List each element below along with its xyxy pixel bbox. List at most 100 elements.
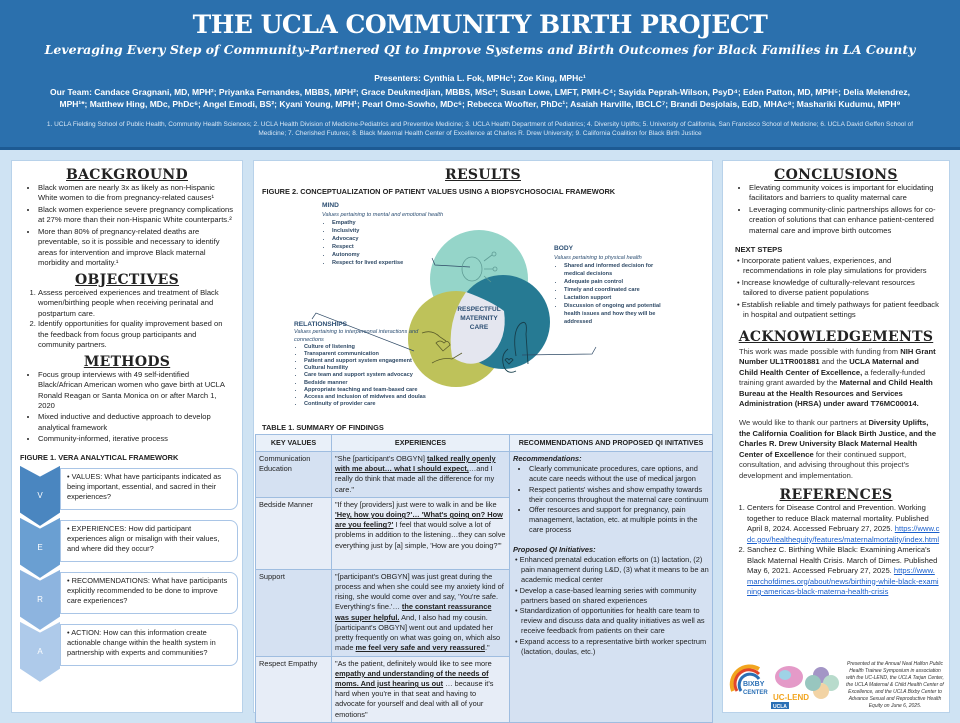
mind-label: MIND xyxy=(322,202,339,209)
methods-item: Mixed inductive and deductive approach t… xyxy=(38,412,234,433)
key-value-cell: Respect Empathy xyxy=(255,655,332,723)
vera-letter: A xyxy=(37,647,43,657)
body-value: Shared and informed decision for medical… xyxy=(564,262,664,278)
methods-item: Community-informed, iterative process xyxy=(38,434,234,444)
quote-text: ." xyxy=(484,643,490,653)
mind-values-list: EmpathyInclusivityAdvocacyRespectAutonom… xyxy=(322,219,443,268)
next-steps-list: • Incorporate patient values, experience… xyxy=(723,256,949,321)
background-list: Black women are nearly 3x as likely as n… xyxy=(12,183,242,269)
relationship-value: Transparent communication xyxy=(304,351,444,358)
background-heading: BACKGROUND xyxy=(66,167,188,183)
conclusions-list: Elevating community voices is important … xyxy=(723,183,949,236)
reference-item: Centers for Disease Control and Preventi… xyxy=(747,503,941,545)
methods-list: Focus group interviews with 49 self-iden… xyxy=(12,370,242,445)
vera-letter: V xyxy=(37,491,43,501)
quote-emphasis: me feel very safe and very reassured xyxy=(355,643,485,653)
key-value-cell: Support xyxy=(255,568,332,657)
vera-letter: R xyxy=(37,595,43,605)
recommendation-item: Respect patients' wishes and show empath… xyxy=(529,485,709,505)
quote-text: And, I also had my cousin. [participant'… xyxy=(335,612,501,653)
ack-text: We would like to thank our partners at xyxy=(739,418,869,428)
body-values-list: Shared and informed decision for medical… xyxy=(554,262,664,327)
partner-logos: BIXBY CENTER UC-LEND UCLA xyxy=(729,657,844,710)
recommendations-list: Clearly communicate procedures, care opt… xyxy=(513,464,709,536)
body-subtitle: Values pertaining to physical health xyxy=(554,254,642,261)
background-item: More than 80% of pregnancy-related death… xyxy=(38,227,234,269)
quote-text: "She [participant's OBGYN] xyxy=(335,453,427,463)
relationship-value: Culture of listening xyxy=(304,344,444,351)
center-overlap xyxy=(450,292,505,364)
ack-text: a federally-funded training grant awarde… xyxy=(739,367,926,388)
table1-title: TABLE 1. SUMMARY OF FINDINGS xyxy=(262,423,384,432)
conclusion-item: Leveraging community-clinic partnerships… xyxy=(749,205,941,236)
figure2-title: FIGURE 2. CONCEPTUALIZATION OF PATIENT V… xyxy=(262,187,616,196)
col-header-recommendations: RECOMMENDATIONS AND PROPOSED QI INITATIV… xyxy=(509,434,713,452)
vera-description: • VALUES: What have participants indicat… xyxy=(60,467,238,510)
relationship-value: Appropriate teaching and team-based care xyxy=(304,387,444,394)
relationship-value: Care team and support system advocacy xyxy=(304,372,444,379)
svg-text:BIXBY: BIXBY xyxy=(743,681,765,688)
vera-letter: E xyxy=(37,543,43,553)
next-step-item: • Establish reliable and timely pathways… xyxy=(737,299,939,320)
mind-connector xyxy=(431,257,471,268)
experience-quote-cell: "She [participant's OBGYN] talked really… xyxy=(331,450,510,498)
reference-link[interactable]: https://www.marchofdimes.org/about/news/… xyxy=(747,566,939,596)
mind-value: Inclusivity xyxy=(332,227,443,235)
vera-step-v: • VALUES: What have participants indicat… xyxy=(20,465,238,526)
relationship-value: Access and inclusion of midwives and dou… xyxy=(304,394,444,401)
quote-emphasis: the constant reassurance was super helpf… xyxy=(335,602,492,622)
mind-value: Empathy xyxy=(332,219,443,227)
objective-item: Assess perceived experiences and treatme… xyxy=(38,288,234,319)
vera-chevron: V xyxy=(20,465,60,526)
relationships-values-list: Culture of listeningTransparent communic… xyxy=(294,344,444,408)
acknowledgement-funding: This work was made possible with funding… xyxy=(739,347,939,410)
mind-value: Respect for lived expertise xyxy=(332,259,443,267)
ack-text: This work was made possible with funding… xyxy=(739,346,901,356)
key-value-cell: Communication Education xyxy=(255,450,332,498)
relationships-connector xyxy=(311,312,415,352)
findings-table: KEY VALUES EXPERIENCES RECOMMENDATIONS A… xyxy=(255,434,713,723)
body-legend: BODY Values pertaining to physical healt… xyxy=(554,244,664,327)
body-value: Lactation support xyxy=(564,294,664,302)
vera-description: • ACTION: How can this information creat… xyxy=(60,623,238,666)
relationship-value: Bedside manner xyxy=(304,380,444,387)
experience-quote-cell: "[participant's OBGYN] was just great du… xyxy=(331,568,510,657)
relationships-legend: RELATIONSHIPS Values pertaining to inter… xyxy=(294,321,444,408)
mch-coe-logo xyxy=(805,667,839,699)
poster-subtitle: Leveraging Every Step of Community-Partn… xyxy=(44,42,916,57)
col-header-experiences: EXPERIENCES xyxy=(331,434,510,452)
references-list: Centers for Disease Control and Preventi… xyxy=(723,503,949,597)
brain-icon xyxy=(461,251,498,283)
quote-text: "[participant's OBGYN] was just great du… xyxy=(335,571,504,612)
reference-item: Sanchez C. Birthing While Black: Examini… xyxy=(747,545,941,597)
objectives-list: Assess perceived experiences and treatme… xyxy=(12,288,242,351)
poster-header: THE UCLA COMMUNITY BIRTH PROJECT Leverag… xyxy=(0,0,960,150)
recommendations-label: Recommendations: xyxy=(513,453,582,463)
svg-text:UCLA: UCLA xyxy=(773,704,787,709)
bixby-center-logo: BIXBY CENTER xyxy=(729,664,768,696)
vera-chevron: A xyxy=(20,621,60,682)
ack-emphasis: Maternal and Child Health Bureau at the … xyxy=(739,378,933,408)
qi-initiative-item: • Expand access to a representative birt… xyxy=(515,636,707,656)
conclusions-heading: CONCLUSIONS xyxy=(774,167,898,183)
quote-text: "As the patient, definitely would like t… xyxy=(335,658,492,668)
mind-value: Advocacy xyxy=(332,235,443,243)
qi-initiative-item: • Develop a case-based learning series w… xyxy=(515,585,697,605)
body-value: Discussion of ongoing and potential heal… xyxy=(564,302,664,326)
experience-quote-cell: "As the patient, definitely would like t… xyxy=(331,655,510,723)
svg-text:CENTER: CENTER xyxy=(743,690,768,696)
reference-text: Sanchez C. Birthing While Black: Examini… xyxy=(747,545,938,576)
relationships-label: RELATIONSHIPS xyxy=(294,321,347,328)
background-item: Black women experience severe pregnancy … xyxy=(38,205,234,226)
venn-diagram: RESPECTFUL MATERNITY CARE xyxy=(311,230,597,387)
reference-link[interactable]: https://www.cdc.gov/healthequity/feature… xyxy=(747,524,940,544)
relationship-value: Patient and support system engagement xyxy=(304,358,444,365)
recommendations-cell: Recommendations:Clearly communicate proc… xyxy=(509,450,713,723)
qi-initiatives-label: Proposed QI Initiatives: xyxy=(513,544,596,554)
svg-text:UC-LEND: UC-LEND xyxy=(773,693,809,702)
mind-legend: MIND Values pertaining to mental and emo… xyxy=(322,201,443,267)
ack-text: for their continued support, consultatio… xyxy=(739,449,909,480)
reference-text: Centers for Disease Control and Preventi… xyxy=(747,503,929,534)
quote-text: "If they [providers] just were to walk i… xyxy=(335,499,497,509)
methods-item: Focus group interviews with 49 self-iden… xyxy=(38,370,234,412)
